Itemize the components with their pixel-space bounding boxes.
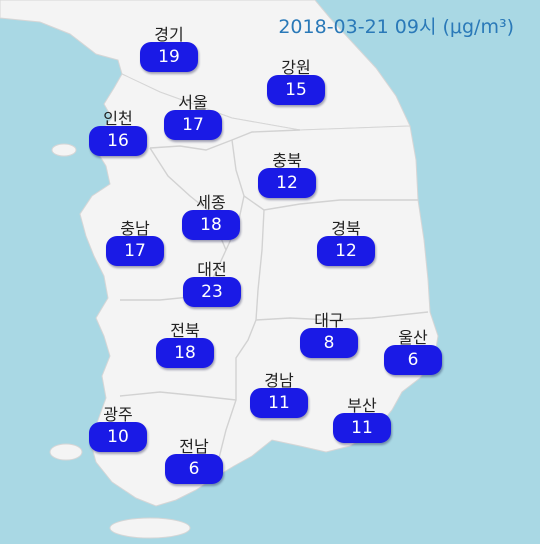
region-name: 서울 [178,93,208,112]
region-name: 부산 [347,396,377,415]
region-name: 전남 [179,437,209,456]
region-name: 광주 [103,405,133,424]
region-name: 대구 [314,311,344,330]
pm-value-badge[interactable]: 11 [333,413,391,443]
pm-value-badge[interactable]: 6 [165,454,223,484]
land-jeju [109,517,191,539]
region-name: 충남 [120,219,150,238]
region-name: 충북 [272,151,302,170]
region-name: 경기 [154,25,184,44]
pm-value-badge[interactable]: 16 [89,126,147,156]
pm-value-badge[interactable]: 10 [89,422,147,452]
pm-value-badge[interactable]: 18 [182,210,240,240]
pm-value-badge[interactable]: 8 [300,328,358,358]
region-name: 강원 [281,58,311,77]
pm-value-badge[interactable]: 11 [250,388,308,418]
island-west [49,443,83,461]
region-name: 울산 [398,328,428,347]
pm-value-badge[interactable]: 15 [267,75,325,105]
island-northwest [51,143,77,157]
map-title: 2018-03-21 09시 (μg/m³) [278,16,514,38]
region-name: 경남 [264,371,294,390]
pm-value-badge[interactable]: 12 [317,236,375,266]
region-name: 전북 [170,321,200,340]
pm-value-badge[interactable]: 17 [164,110,222,140]
pm-value-badge[interactable]: 6 [384,345,442,375]
region-name: 경북 [331,219,361,238]
pm-value-badge[interactable]: 17 [106,236,164,266]
pm-value-badge[interactable]: 18 [156,338,214,368]
region-name: 세종 [196,193,226,212]
region-name: 인천 [103,109,133,128]
pm-value-badge[interactable]: 23 [183,277,241,307]
province-borders [119,129,429,479]
pm-value-badge[interactable]: 12 [258,168,316,198]
pm-value-badge[interactable]: 19 [140,42,198,72]
region-name: 대전 [197,260,227,279]
land-peninsula [79,73,439,507]
